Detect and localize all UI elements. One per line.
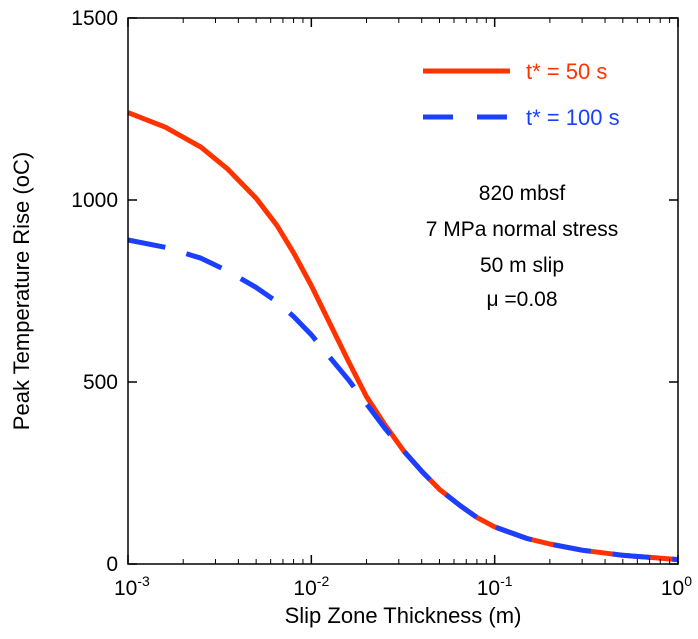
annotation-stress: 7 MPa normal stress — [426, 218, 619, 241]
x-tick-label: 100 — [661, 573, 692, 600]
y-tick-label: 0 — [106, 553, 118, 576]
legend: t* = 50 s t* = 100 s — [423, 59, 620, 130]
legend-label-series-2: t* = 100 s — [526, 105, 620, 130]
y-tick-label: 1500 — [71, 7, 118, 30]
y-axis-title: Peak Temperature Rise (oC) — [9, 152, 34, 430]
annotation-slip: 50 m slip — [480, 254, 564, 277]
series-line-1 — [127, 110, 679, 563]
series-layer — [127, 110, 679, 563]
y-tick-label: 500 — [83, 371, 118, 394]
x-axis-title: Slip Zone Thickness (m) — [285, 603, 522, 628]
annotation-depth: 820 mbsf — [479, 182, 566, 205]
annotation-box: 820 mbsf 7 MPa normal stress 50 m slip μ… — [426, 182, 619, 311]
legend-label-series-1: t* = 50 s — [526, 59, 607, 84]
plot-frame — [127, 17, 679, 565]
series-line-2 — [127, 237, 679, 563]
x-tick-label: 10-2 — [293, 573, 329, 600]
x-tick-label: 10-3 — [114, 573, 150, 600]
ticks-layer: 0 500 1000 1500 10-3 10-2 10-1 100 — [71, 7, 692, 600]
y-tick-label: 1000 — [71, 189, 118, 212]
annotation-friction: μ =0.08 — [486, 288, 557, 311]
y-axis-title-unit: oC) — [9, 152, 34, 187]
x-tick-label: 10-1 — [477, 573, 513, 600]
y-axis-title-main: Peak Temperature Rise ( — [9, 187, 34, 431]
